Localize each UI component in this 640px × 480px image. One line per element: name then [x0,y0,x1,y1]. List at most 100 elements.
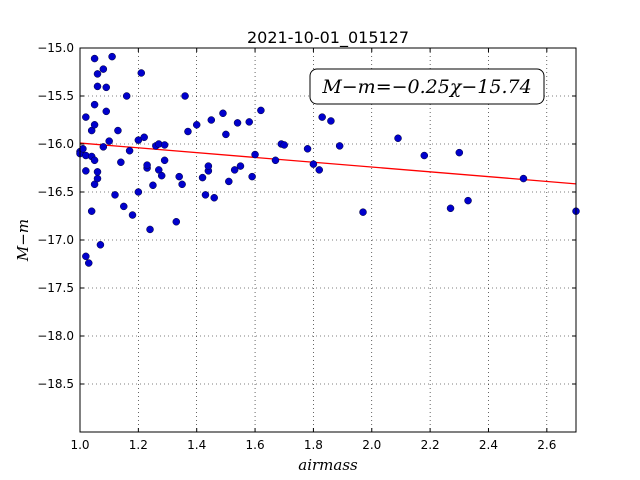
fit-line-group [79,142,577,185]
data-point [181,92,189,100]
data-point [87,207,96,215]
data-point [327,117,335,125]
data-point [248,172,256,181]
fit-line [79,142,577,185]
data-point [105,137,113,145]
data-point [172,218,181,226]
data-points [76,52,580,267]
annotation-box [309,68,545,105]
data-point [280,141,288,149]
data-point [178,180,186,189]
data-point [204,162,213,170]
data-point [93,174,102,183]
grid [79,47,576,432]
data-point [198,173,207,182]
y-tick-label: −15.5 [37,89,74,103]
data-point [219,109,227,118]
x-tick-label: 1.6 [246,438,265,452]
data-point [111,191,119,199]
data-point [335,142,344,150]
y-tick-label: −18.0 [37,329,74,343]
data-point [146,225,154,234]
x-tick-label: 1.0 [70,438,89,452]
data-point [225,177,233,186]
data-point [90,100,99,109]
data-point [143,161,151,169]
data-point [455,148,464,157]
data-point [114,126,122,135]
data-point [90,54,99,63]
data-point [82,167,90,175]
data-point [222,130,230,139]
y-tick-label: −15.0 [37,41,74,55]
data-point [93,70,102,78]
fit-equation: M−m=−0.25χ−15.74 [321,76,531,98]
data-point [157,171,166,180]
data-point [79,145,87,153]
data-point [309,160,318,168]
chart-title: 2021-10-01_015127 [247,28,409,48]
y-tick-label: −17.0 [37,233,74,247]
data-point [245,118,253,126]
x-tick-label: 1.8 [304,438,323,452]
data-point [446,204,455,213]
data-point [175,172,183,181]
data-point [236,162,245,170]
y-tick-label: −17.5 [37,281,74,295]
y-tick-label: −16.0 [37,137,74,151]
data-point [251,150,259,159]
fit-annotation: M−m=−0.25χ−15.74 [309,68,545,105]
data-point [125,146,134,155]
data-point [102,83,111,92]
x-tick-label: 2.6 [537,438,556,452]
data-point [184,127,192,136]
data-point [99,65,108,73]
data-point [93,82,102,91]
data-point [230,166,239,174]
data-point [137,69,146,77]
data-point [149,181,157,190]
x-tick-label: 2.0 [362,438,381,452]
data-point [201,191,210,199]
data-point [210,194,218,202]
data-point [160,156,169,165]
data-point [85,259,93,267]
data-point [96,241,105,249]
data-point [140,133,148,142]
data-point [82,113,90,121]
x-tick-label: 2.2 [421,438,440,452]
tick-labels: 1.0 1.2 1.4 1.6 1.8 2.0 2.2 2.4 2.6 −15.0 −15.5 −16… [37,41,556,452]
data-point [394,134,402,142]
data-point [117,158,125,166]
data-point [192,121,201,129]
data-point [207,116,216,124]
data-point [99,143,108,151]
x-tick-label: 1.2 [129,438,148,452]
data-point [233,119,242,127]
axis-ticks [79,47,576,432]
data-point [128,211,137,219]
data-point [315,166,323,174]
y-axis-label: M−m [14,219,32,262]
data-point [93,168,102,176]
x-tick-label: 2.4 [479,438,498,452]
y-tick-label: −18.5 [37,377,74,391]
data-point [120,202,128,211]
data-point [134,188,143,196]
x-tick-label: 1.4 [187,438,206,452]
data-point [359,208,367,216]
data-point [257,106,265,115]
data-point [90,121,99,129]
data-point [464,196,472,205]
x-axis-label: airmass [298,456,358,474]
data-point [82,252,90,261]
data-point [102,107,111,116]
data-point [519,174,528,183]
data-point [303,145,312,153]
data-point [271,156,280,165]
data-point [122,92,131,100]
data-point [318,113,326,121]
data-point [90,156,99,165]
data-point [420,151,429,160]
